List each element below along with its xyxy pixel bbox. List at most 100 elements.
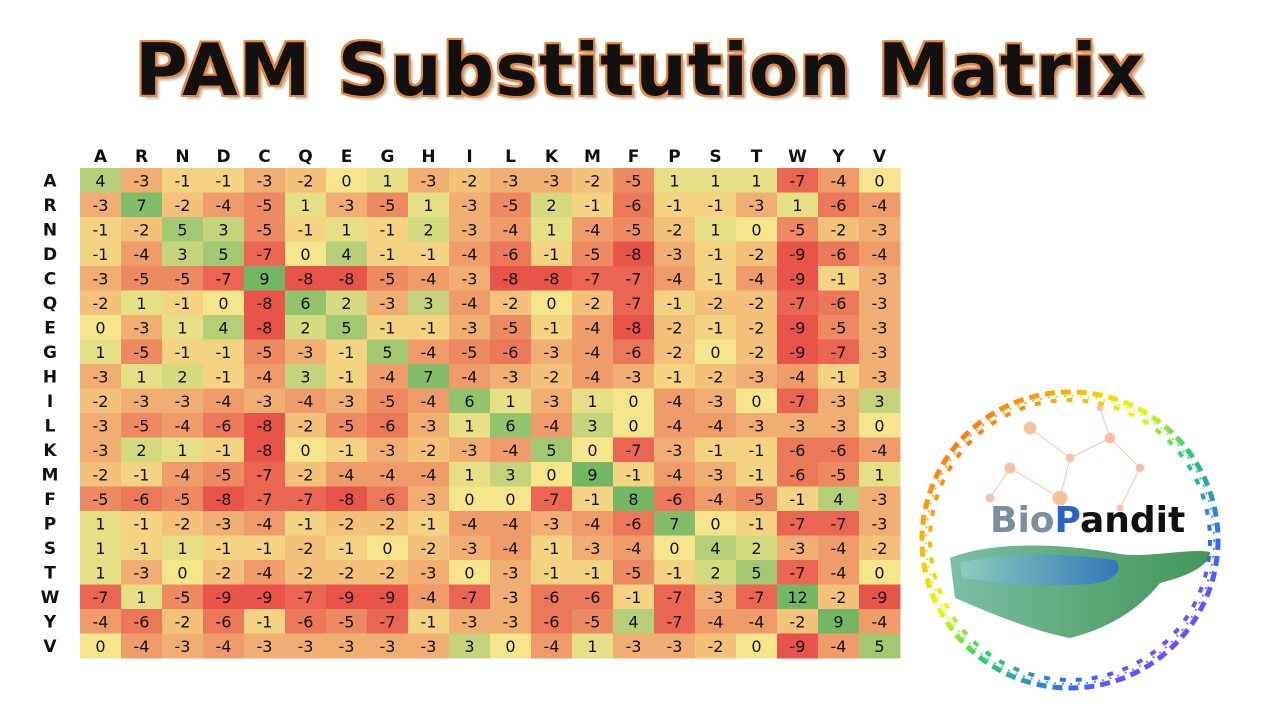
cell-value-label: -9 xyxy=(216,588,232,607)
cell-value-label: 5 xyxy=(218,245,228,264)
heatmap-cell xyxy=(818,266,860,291)
heatmap-cell xyxy=(818,217,860,242)
heatmap-cell xyxy=(449,462,491,487)
heatmap-cell xyxy=(859,217,901,242)
heatmap-cell xyxy=(572,266,614,291)
heatmap-cell xyxy=(777,339,819,365)
heatmap-cell xyxy=(162,266,204,291)
cell-value-label: 1 xyxy=(464,416,474,435)
heatmap-cell xyxy=(121,609,163,634)
cell-value-label: -2 xyxy=(708,294,724,313)
heatmap-cell xyxy=(80,535,122,561)
heatmap-cell xyxy=(121,192,163,218)
cell-value-label: -6 xyxy=(626,514,642,533)
cell-value-label: -1 xyxy=(175,294,191,313)
heatmap-cell xyxy=(326,560,368,585)
cell-value-label: -4 xyxy=(134,637,150,656)
row-label: F xyxy=(44,490,56,510)
cell-value-label: -4 xyxy=(585,343,601,362)
cell-value-label: -4 xyxy=(667,416,683,435)
heatmap-cell xyxy=(408,609,450,634)
heatmap-cell xyxy=(654,192,696,218)
heatmap-cell xyxy=(80,192,122,218)
cell-value-label: -6 xyxy=(667,490,683,509)
cell-value-label: -1 xyxy=(708,269,724,288)
heatmap-cell xyxy=(326,168,368,193)
column-label: E xyxy=(341,147,353,167)
cell-value-label: -4 xyxy=(298,392,314,411)
cell-value-label: 3 xyxy=(464,637,474,656)
heatmap-cell xyxy=(859,315,901,340)
column-label: G xyxy=(381,147,395,167)
cell-value-label: -6 xyxy=(831,441,847,460)
heatmap-cell xyxy=(80,413,122,438)
cell-value-label: -4 xyxy=(585,514,601,533)
heatmap-cell xyxy=(285,560,327,585)
heatmap-cell xyxy=(777,217,819,242)
cell-value-label: -3 xyxy=(462,318,478,337)
cell-value-label: -6 xyxy=(380,416,396,435)
heatmap-cell xyxy=(408,388,450,414)
heatmap-cell xyxy=(777,584,819,610)
heatmap-cell xyxy=(244,388,286,414)
heatmap-cell xyxy=(572,511,614,536)
cell-value-label: 6 xyxy=(505,416,515,435)
cell-value-label: -4 xyxy=(175,416,191,435)
cell-value-label: -8 xyxy=(257,441,273,460)
cell-value-label: -1 xyxy=(175,171,191,190)
heatmap-cell xyxy=(572,609,614,634)
cell-value-label: -4 xyxy=(626,539,642,558)
biopandit-logo: BioPandit xyxy=(919,389,1221,691)
heatmap-cell xyxy=(613,315,655,340)
heatmap-cell xyxy=(777,364,819,389)
cell-value-label: -4 xyxy=(421,392,437,411)
heatmap-cell xyxy=(203,486,245,512)
heatmap-cell xyxy=(654,364,696,389)
logo-text: BioPandit xyxy=(990,500,1185,541)
cell-value-label: -7 xyxy=(790,563,806,582)
heatmap-cell xyxy=(285,535,327,561)
cell-value-label: -1 xyxy=(216,343,232,362)
cell-value-label: -4 xyxy=(667,269,683,288)
heatmap-cell xyxy=(326,388,368,414)
heatmap-cell xyxy=(203,364,245,389)
heatmap-cell xyxy=(367,339,409,365)
heatmap-cell xyxy=(203,535,245,561)
heatmap-cell xyxy=(367,241,409,267)
cell-value-label: -3 xyxy=(544,392,560,411)
heatmap-cell xyxy=(326,413,368,438)
cell-value-label: 4 xyxy=(218,318,228,337)
cell-value-label: -7 xyxy=(790,392,806,411)
cell-value-label: -6 xyxy=(831,245,847,264)
cell-value-label: -5 xyxy=(216,465,232,484)
cell-value-label: -5 xyxy=(257,196,273,215)
cell-value-label: 2 xyxy=(546,196,556,215)
cell-value-label: 0 xyxy=(628,416,638,435)
cell-value-label: -2 xyxy=(380,563,396,582)
heatmap-cell xyxy=(203,413,245,438)
heatmap-cell xyxy=(777,511,819,536)
cell-value-label: -5 xyxy=(257,343,273,362)
heatmap-cell xyxy=(736,168,778,193)
heatmap-cell xyxy=(326,584,368,610)
cell-value-label: -6 xyxy=(380,490,396,509)
column-label: C xyxy=(258,147,270,167)
heatmap-cell xyxy=(531,266,573,291)
heatmap-cell xyxy=(203,388,245,414)
heatmap-cell xyxy=(572,437,614,463)
cell-value-label: -9 xyxy=(339,588,355,607)
heatmap-cell xyxy=(490,437,532,463)
cell-value-label: -2 xyxy=(134,220,150,239)
heatmap-cell xyxy=(449,609,491,634)
cell-value-label: -3 xyxy=(339,392,355,411)
cell-value-label: 3 xyxy=(218,220,228,239)
heatmap-cell xyxy=(408,266,450,291)
heatmap-cell xyxy=(818,486,860,512)
heatmap-cell xyxy=(777,462,819,487)
heatmap-cell xyxy=(285,192,327,218)
cell-value-label: -3 xyxy=(667,245,683,264)
heatmap-cell xyxy=(695,168,737,193)
cell-value-label: -1 xyxy=(749,465,765,484)
heatmap-cell xyxy=(162,364,204,389)
cell-value-label: -7 xyxy=(585,269,601,288)
